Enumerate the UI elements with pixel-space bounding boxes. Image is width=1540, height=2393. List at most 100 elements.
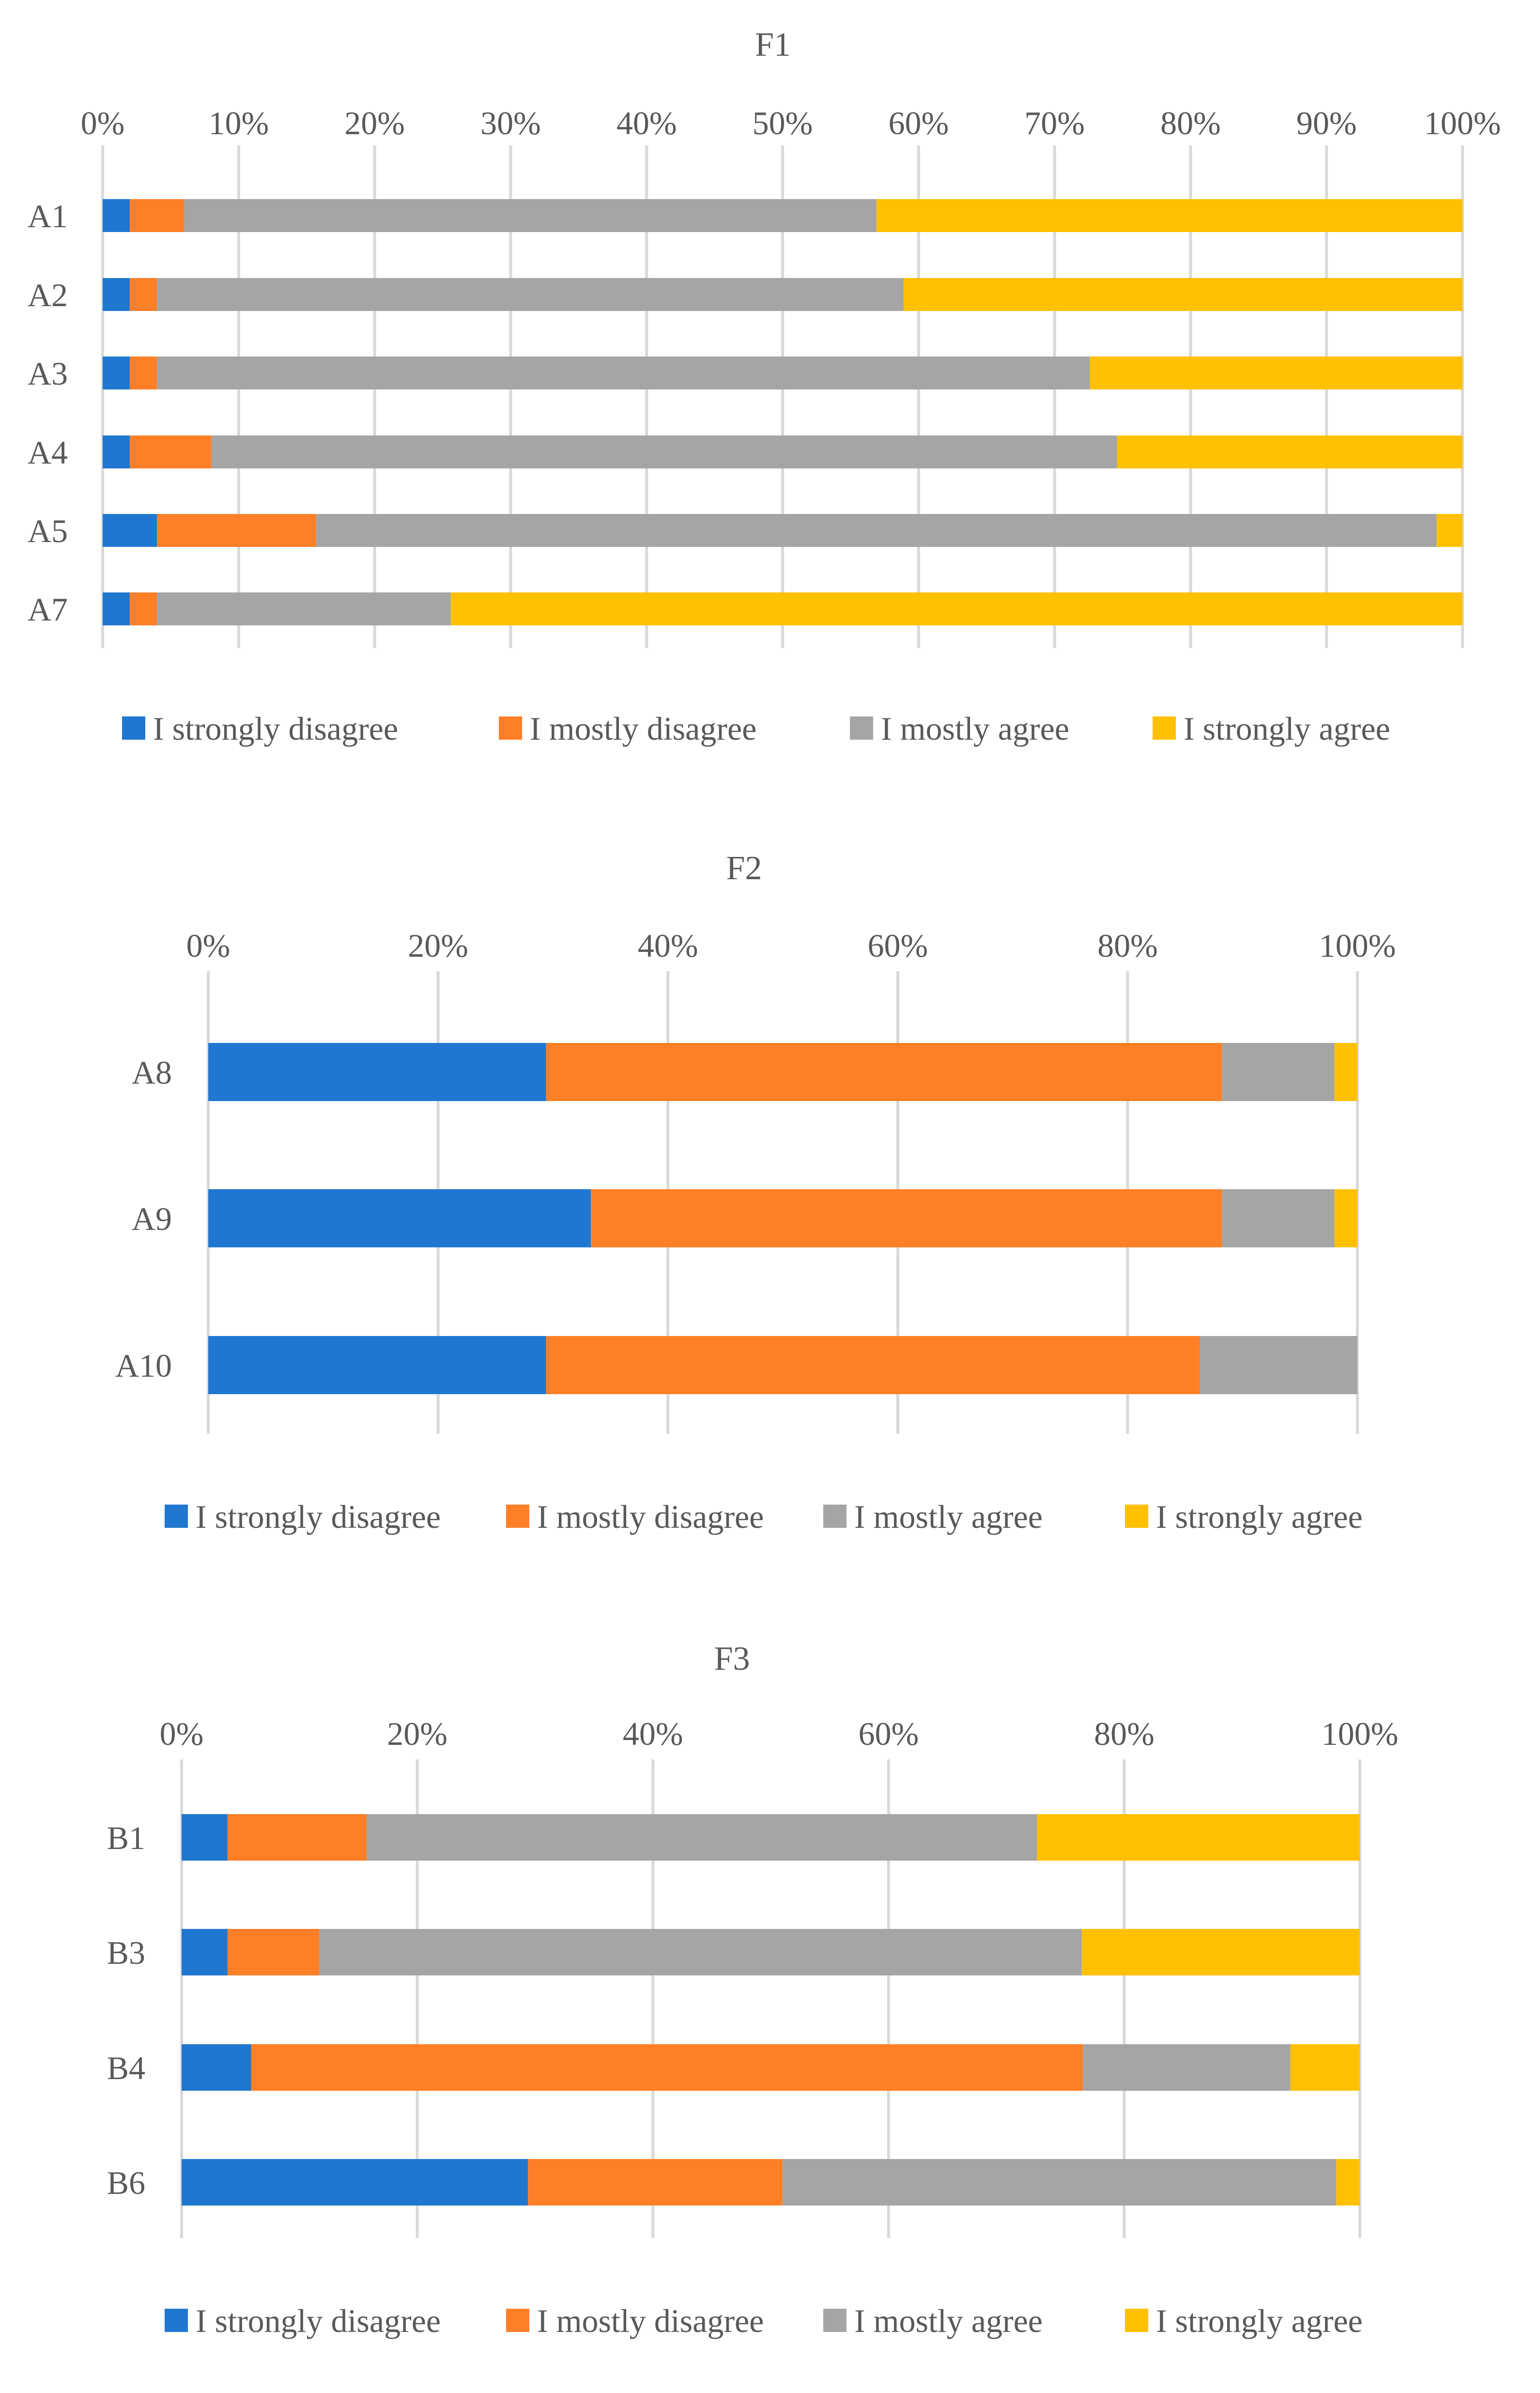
bar-segment-a1-1	[103, 199, 130, 232]
x-tick-label: 20%	[344, 105, 405, 141]
bar-segment-a3-2	[130, 357, 157, 389]
legend-label: I strongly agree	[1184, 710, 1390, 747]
category-label: A5	[28, 513, 68, 549]
bar-segment-a1-3	[184, 199, 877, 232]
bar-segment-b3-1	[182, 1929, 228, 1975]
bar-segment-a2-3	[157, 278, 904, 311]
bar-segment-a5-2	[157, 514, 316, 547]
legend-label: I mostly agree	[854, 2302, 1043, 2339]
legend-swatch	[506, 2309, 529, 2332]
chart-2: F2 0% 20% 40% 60% 80% 100% A8 A9 A10 I strongly di…	[115, 850, 1396, 1535]
legend-swatch	[823, 1505, 847, 1528]
bar-segment-b6-3	[782, 2159, 1337, 2206]
bar-segment-a10-1	[208, 1336, 546, 1394]
category-label: B6	[107, 2164, 145, 2201]
x-tick-label: 0%	[160, 1715, 204, 1752]
chart-title: F3	[714, 1640, 750, 1678]
legend-swatch	[1125, 1505, 1148, 1528]
bar-segment-b3-3	[319, 1929, 1082, 1975]
legend-label: I strongly disagree	[196, 2302, 441, 2339]
bar-segment-a8-2	[546, 1043, 1222, 1101]
legend-label: I mostly agree	[854, 1498, 1043, 1535]
legend-swatch	[122, 716, 145, 740]
bar-segment-b4-4	[1290, 2044, 1360, 2091]
bar-segment-a7-4	[450, 592, 1463, 625]
x-tick-label: 100%	[1424, 105, 1501, 141]
x-tick-label: 80%	[1097, 927, 1158, 964]
bar-segment-b1-2	[227, 1814, 367, 1861]
x-tick-label: 20%	[408, 927, 468, 964]
legend-swatch	[1125, 2309, 1148, 2332]
bar-segment-a4-2	[130, 435, 212, 468]
x-tick-label: 50%	[753, 105, 813, 141]
category-label: B3	[107, 1934, 145, 1971]
bar-segment-b3-2	[227, 1929, 320, 1975]
bar-segment-b3-4	[1081, 1929, 1360, 1975]
bar-segment-a10-3	[1200, 1336, 1357, 1394]
bar-segment-b1-1	[182, 1814, 228, 1861]
category-label: A9	[132, 1200, 172, 1237]
category-label: A1	[28, 198, 68, 234]
bar-segment-a2-1	[103, 278, 130, 311]
x-tick-label: 60%	[888, 105, 949, 141]
bar-segment-a9-2	[591, 1189, 1222, 1247]
legend-label: I strongly agree	[1156, 1498, 1363, 1535]
category-label: B1	[107, 1819, 145, 1856]
legend-label: I mostly agree	[881, 710, 1069, 747]
bar-segment-a7-1	[103, 592, 130, 625]
x-tick-label: 40%	[616, 105, 677, 141]
category-label: A2	[28, 277, 68, 313]
bar-segment-a3-4	[1090, 357, 1463, 389]
category-label: A4	[28, 434, 68, 471]
bar-segment-a2-2	[130, 278, 157, 311]
bar-segment-b4-3	[1083, 2044, 1291, 2091]
bar-segment-a9-3	[1221, 1189, 1335, 1247]
bar-segment-a9-4	[1334, 1189, 1357, 1247]
legend-swatch	[1153, 716, 1176, 740]
x-tick-label: 80%	[1160, 105, 1221, 141]
x-tick-label: 40%	[638, 927, 698, 964]
legend-swatch	[850, 716, 873, 740]
category-label: A10	[115, 1347, 172, 1384]
bar-segment-a7-2	[130, 592, 157, 625]
chart-3: F3 0% 20% 40% 60% 80% 100% B1 B3 B4 B6 I strongly d…	[107, 1640, 1399, 2339]
legend-label: I mostly disagree	[537, 2302, 764, 2339]
legend-label: I strongly disagree	[153, 710, 398, 747]
category-label: A8	[132, 1054, 172, 1091]
x-tick-label: 100%	[1322, 1715, 1399, 1752]
bar-segment-a10-2	[546, 1336, 1200, 1394]
bar-segment-a4-1	[103, 435, 130, 468]
x-tick-label: 0%	[186, 927, 231, 964]
bar-segment-a5-4	[1436, 514, 1463, 547]
bar-segment-a4-4	[1117, 435, 1463, 468]
category-label: A7	[28, 591, 68, 628]
bar-segment-b6-2	[528, 2159, 783, 2206]
bar-segment-a5-3	[316, 514, 1437, 547]
x-tick-label: 100%	[1319, 927, 1396, 964]
x-tick-label: 10%	[208, 105, 269, 141]
x-tick-label: 30%	[480, 105, 541, 141]
bar-segment-b1-4	[1037, 1814, 1360, 1861]
legend-swatch	[165, 1505, 188, 1528]
bar-segment-a1-4	[876, 199, 1463, 232]
bar-segment-a5-1	[103, 514, 157, 547]
legend-swatch	[823, 2309, 847, 2332]
bar-segment-b1-3	[366, 1814, 1037, 1861]
x-tick-label: 90%	[1296, 105, 1357, 141]
x-tick-label: 0%	[81, 105, 125, 141]
legend-swatch	[165, 2309, 188, 2332]
bar-segment-b4-2	[251, 2044, 1083, 2091]
bar-segment-b6-1	[182, 2159, 528, 2206]
bar-segment-a8-1	[208, 1043, 546, 1101]
legend-label: I mostly disagree	[537, 1498, 764, 1535]
legend-label: I mostly disagree	[530, 710, 756, 747]
bar-segment-a7-3	[157, 592, 451, 625]
category-label: B4	[107, 2050, 145, 2086]
chart-title: F1	[755, 26, 791, 63]
bar-segment-a3-3	[157, 357, 1090, 389]
legend-swatch	[506, 1505, 529, 1528]
x-tick-label: 80%	[1094, 1715, 1155, 1752]
bar-segment-a8-3	[1221, 1043, 1335, 1101]
bar-segment-a9-1	[208, 1189, 591, 1247]
